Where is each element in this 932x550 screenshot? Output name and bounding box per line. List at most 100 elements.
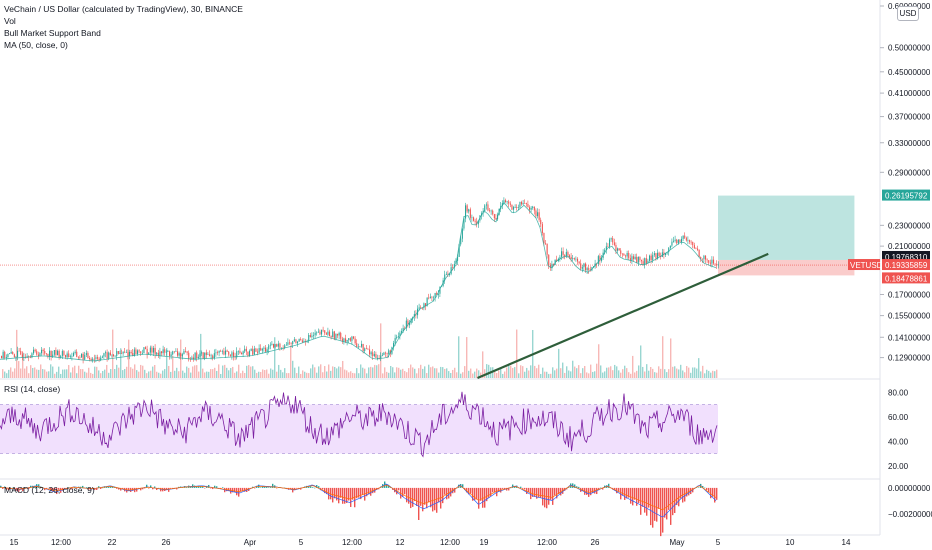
volume-bar	[588, 373, 590, 378]
price-tick-label: 0.12900000	[888, 354, 931, 363]
candle-body	[285, 344, 287, 346]
legend-macd: MACD (12, 26, close, 9)	[4, 485, 95, 495]
macd-histogram-bar	[22, 487, 24, 492]
volume-bar	[412, 367, 414, 378]
volume-bar	[256, 372, 258, 378]
macd-histogram-bar	[432, 487, 434, 512]
macd-histogram-bar	[438, 487, 440, 503]
macd-histogram-bar	[504, 487, 506, 490]
price-axis[interactable]: 0.600000000.500000000.450000000.41000000…	[848, 2, 931, 363]
volume-bar	[702, 365, 704, 378]
candle-body	[351, 336, 353, 341]
volume-bar	[642, 366, 644, 378]
macd-histogram-bar	[4, 486, 6, 488]
macd-histogram-bar	[492, 487, 494, 493]
time-tick-label: 22	[108, 538, 117, 547]
macd-histogram-bar	[6, 487, 8, 490]
candle-body	[493, 214, 495, 219]
candle-body	[673, 240, 675, 242]
candle-body	[140, 351, 142, 354]
volume-bar	[560, 368, 562, 378]
macd-histogram-bar	[200, 485, 202, 488]
macd-histogram-bar	[408, 487, 410, 504]
candle-body	[95, 357, 97, 359]
volume-bar	[154, 364, 156, 378]
volume-bar	[408, 368, 410, 378]
price-tick-label: 0.29000000	[888, 168, 931, 177]
candle-body	[167, 351, 169, 352]
macd-histogram-bar	[404, 487, 406, 495]
volume-bar	[58, 366, 60, 378]
candle-body	[337, 333, 339, 336]
macd-histogram-bar	[620, 487, 622, 500]
candle-body	[404, 328, 406, 329]
volume-bar	[340, 367, 342, 378]
macd-histogram-bar	[332, 487, 334, 503]
macd-histogram-bar	[72, 487, 74, 489]
volume-bar	[192, 366, 194, 378]
trendline[interactable]	[477, 252, 769, 380]
volume-bar	[268, 373, 270, 378]
macd-histogram-bar	[514, 486, 516, 488]
macd-histogram-bar	[644, 487, 646, 513]
candle-body	[599, 256, 601, 261]
volume-bar	[504, 371, 506, 378]
candle-body	[202, 352, 204, 359]
volume-bar	[240, 373, 242, 378]
volume-bar	[606, 367, 608, 378]
macd-histogram-bar	[624, 487, 626, 500]
candle-body	[89, 358, 91, 359]
volume-bar	[68, 365, 70, 378]
candle-body	[292, 341, 294, 344]
candle-body	[257, 351, 259, 353]
currency-button[interactable]: USD	[897, 6, 919, 21]
volume-bar	[8, 369, 10, 378]
candle-body	[7, 353, 9, 358]
volume-bar	[478, 370, 480, 378]
candle-body	[261, 348, 263, 351]
candle-body	[258, 348, 260, 353]
macd-histogram-bar	[478, 487, 480, 509]
volume-bar	[542, 367, 544, 378]
volume-bar	[422, 368, 424, 378]
macd-histogram-bar	[300, 487, 302, 490]
volume-bar	[158, 372, 160, 378]
macd-histogram-bar	[716, 487, 718, 500]
candle-body	[130, 351, 132, 354]
candle-body	[145, 347, 147, 349]
long-position-tool[interactable]	[0, 195, 880, 276]
volume-bar	[510, 365, 512, 378]
time-axis[interactable]: 15 12:00 22 26 Apr 5 12:00 12 12:00 19 12:00 26 May 5…	[10, 538, 851, 547]
volume-bar	[464, 366, 466, 378]
candle-body	[548, 254, 550, 266]
volume-bar	[80, 369, 82, 378]
candle-body	[276, 344, 278, 347]
candle-body	[586, 268, 588, 271]
time-tick-label: 12:00	[537, 538, 558, 547]
volume-bar	[530, 365, 532, 378]
macd-histogram-bar	[186, 487, 188, 489]
candle-body	[585, 263, 587, 271]
volume-bar	[556, 368, 558, 378]
price-tick-label: 0.23000000	[888, 221, 931, 230]
candle-body	[313, 335, 315, 336]
candle-body	[194, 352, 196, 360]
candle-body	[629, 258, 631, 261]
candle-body	[332, 331, 334, 338]
candle-body	[492, 210, 494, 215]
candle-body	[407, 320, 409, 326]
macd-histogram-bar	[260, 487, 262, 488]
volume-bar	[538, 364, 540, 378]
candle-body	[293, 339, 295, 342]
volume-bar	[124, 368, 126, 378]
macd-histogram-bar	[634, 487, 636, 500]
macd-histogram-bar	[660, 487, 662, 537]
candle-body	[607, 246, 609, 247]
volume-bar	[28, 373, 30, 378]
candle-body	[338, 332, 340, 336]
macd-histogram-bar	[336, 487, 338, 501]
macd-histogram-bar	[630, 487, 632, 504]
candle-body	[508, 201, 510, 204]
candle-body	[717, 264, 719, 266]
